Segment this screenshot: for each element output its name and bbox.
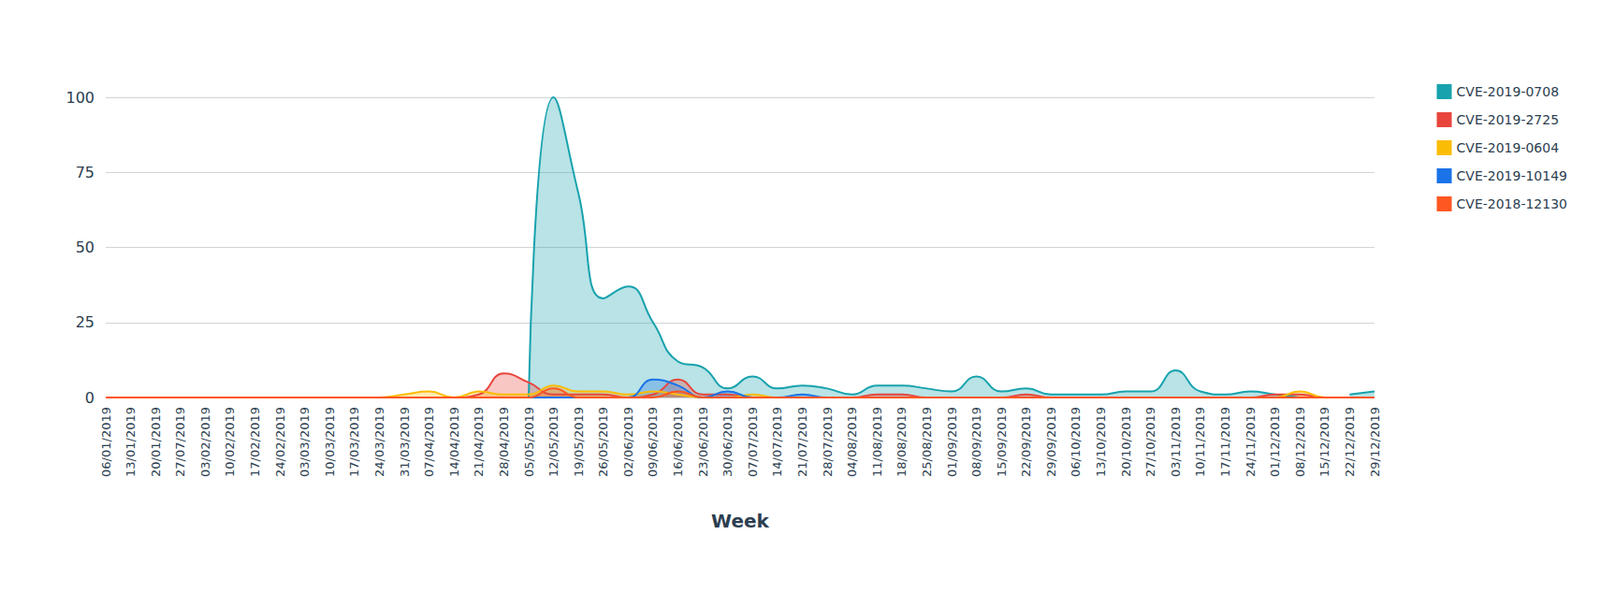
svg-text:16/06/2019: 16/06/2019 — [670, 407, 685, 478]
svg-text:06/01/2019: 06/01/2019 — [99, 407, 114, 478]
svg-text:10/11/2019: 10/11/2019 — [1192, 407, 1208, 478]
svg-text:22/12/2019: 22/12/2019 — [1342, 407, 1357, 478]
svg-text:11/08/2019: 11/08/2019 — [870, 407, 885, 478]
svg-text:13/10/2019: 13/10/2019 — [1093, 407, 1108, 478]
svg-text:07/04/2019: 07/04/2019 — [421, 407, 437, 478]
svg-text:14/04/2019: 14/04/2019 — [447, 407, 462, 478]
svg-text:19/05/2019: 19/05/2019 — [571, 407, 586, 478]
svg-text:29/12/2019: 29/12/2019 — [1367, 407, 1382, 478]
svg-text:CVE-2019-0604: CVE-2019-0604 — [1456, 140, 1560, 156]
svg-text:10/03/2019: 10/03/2019 — [322, 407, 337, 478]
svg-text:17/02/2019: 17/02/2019 — [247, 407, 262, 478]
svg-text:31/03/2019: 31/03/2019 — [397, 407, 412, 478]
svg-text:50: 50 — [75, 238, 95, 257]
svg-text:18/08/2019: 18/08/2019 — [894, 407, 909, 478]
svg-text:08/12/2019: 08/12/2019 — [1293, 407, 1308, 478]
svg-text:02/06/2019: 02/06/2019 — [621, 407, 636, 478]
svg-text:75: 75 — [75, 163, 95, 182]
svg-text:03/11/2019: 03/11/2019 — [1168, 407, 1183, 478]
svg-text:15/12/2019: 15/12/2019 — [1317, 407, 1332, 478]
svg-text:17/11/2019: 17/11/2019 — [1218, 407, 1233, 478]
svg-text:10/02/2019: 10/02/2019 — [222, 407, 237, 478]
svg-text:25/08/2019: 25/08/2019 — [919, 407, 934, 478]
svg-text:12/05/2019: 12/05/2019 — [546, 407, 561, 478]
svg-text:CVE-2019-0708: CVE-2019-0708 — [1456, 84, 1560, 100]
svg-text:CVE-2019-2725: CVE-2019-2725 — [1456, 112, 1560, 128]
svg-text:23/06/2019: 23/06/2019 — [696, 407, 711, 478]
svg-text:05/05/2019: 05/05/2019 — [522, 407, 537, 478]
svg-text:04/08/2019: 04/08/2019 — [844, 407, 859, 478]
svg-text:28/07/2019: 28/07/2019 — [820, 407, 835, 478]
svg-text:01/09/2019: 01/09/2019 — [945, 407, 960, 478]
svg-text:28/04/2019: 28/04/2019 — [496, 407, 511, 478]
svg-text:03/03/2019: 03/03/2019 — [297, 407, 312, 478]
svg-text:CVE-2018-12130: CVE-2018-12130 — [1456, 196, 1568, 212]
svg-text:21/07/2019: 21/07/2019 — [795, 407, 810, 478]
svg-text:08/09/2019: 08/09/2019 — [969, 407, 984, 478]
svg-text:06/10/2019: 06/10/2019 — [1068, 407, 1083, 478]
svg-text:07/07/2019: 07/07/2019 — [745, 407, 760, 478]
svg-text:26/05/2019: 26/05/2019 — [596, 407, 611, 478]
svg-text:17/03/2019: 17/03/2019 — [347, 407, 362, 478]
svg-text:15/09/2019: 15/09/2019 — [994, 407, 1009, 478]
svg-text:09/06/2019: 09/06/2019 — [645, 407, 660, 478]
svg-text:30/06/2019: 30/06/2019 — [720, 407, 735, 478]
svg-text:29/09/2019: 29/09/2019 — [1044, 407, 1059, 478]
svg-text:24/02/2019: 24/02/2019 — [273, 407, 288, 478]
svg-text:24/03/2019: 24/03/2019 — [372, 407, 387, 478]
svg-text:27/10/2019: 27/10/2019 — [1143, 407, 1158, 478]
svg-text:25: 25 — [75, 313, 95, 332]
svg-text:14/07/2019: 14/07/2019 — [770, 407, 785, 478]
svg-text:100: 100 — [65, 88, 95, 107]
svg-text:20/10/2019: 20/10/2019 — [1119, 407, 1134, 478]
svg-text:21/04/2019: 21/04/2019 — [471, 407, 486, 478]
svg-text:Week: Week — [711, 509, 770, 533]
svg-text:03/02/2019: 03/02/2019 — [198, 407, 213, 478]
svg-text:20/01/2019: 20/01/2019 — [148, 407, 163, 478]
svg-text:01/12/2019: 01/12/2019 — [1267, 407, 1282, 478]
svg-text:13/01/2019: 13/01/2019 — [123, 407, 138, 478]
svg-text:27/07/2019: 27/07/2019 — [173, 407, 188, 478]
svg-text:0: 0 — [85, 389, 95, 408]
svg-text:22/09/2019: 22/09/2019 — [1018, 407, 1033, 478]
svg-text:24/11/2019: 24/11/2019 — [1243, 407, 1258, 478]
svg-text:CVE-2019-10149: CVE-2019-10149 — [1456, 168, 1568, 184]
